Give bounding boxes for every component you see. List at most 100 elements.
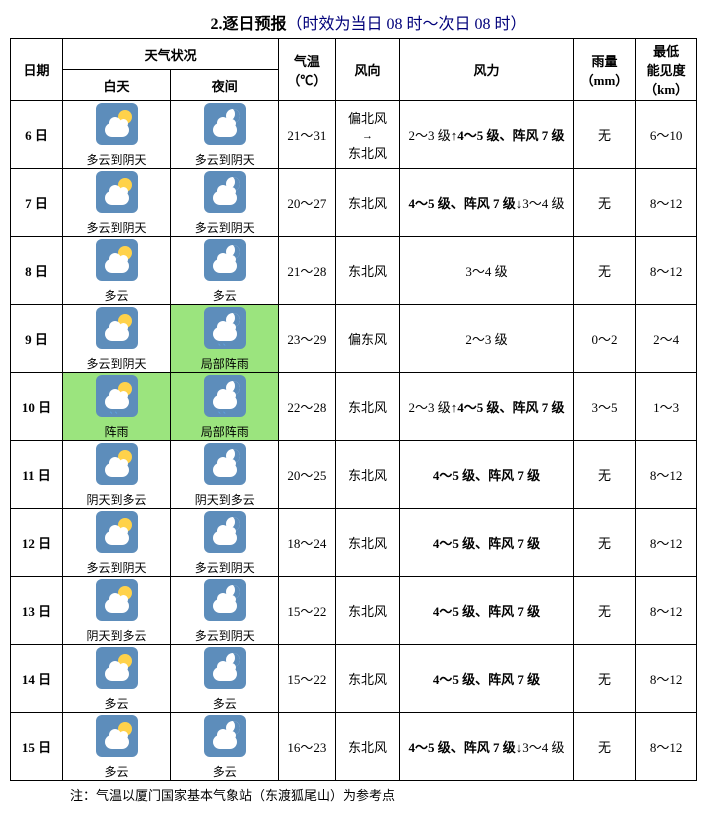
table-row: 12 日多云到阴天多云到阴天18～24东北风4～5 级、阵风 7 级无8～12 bbox=[11, 509, 697, 577]
cell-winddir: 东北风 bbox=[335, 441, 400, 509]
cell-date: 8 日 bbox=[11, 237, 63, 305]
cloud-icon bbox=[105, 123, 129, 137]
cell-winddir: 东北风 bbox=[335, 373, 400, 441]
cell-wind: 4～5 级、阵风 7 级 bbox=[400, 441, 573, 509]
weather-icon bbox=[96, 443, 138, 485]
weather-label: 多云 bbox=[171, 287, 278, 304]
cell-rain: 3～5 bbox=[573, 373, 636, 441]
cell-rain: 无 bbox=[573, 101, 636, 169]
weather-label: 多云 bbox=[171, 763, 278, 780]
weather-label: 多云到阴天 bbox=[63, 151, 170, 168]
cell-date: 13 日 bbox=[11, 577, 63, 645]
weather-label: 局部阵雨 bbox=[171, 423, 278, 440]
cell-wind: 4～5 级、阵风 7 级 bbox=[400, 509, 573, 577]
cell-vis: 8～12 bbox=[636, 441, 697, 509]
th-temp: 气温（℃） bbox=[279, 39, 335, 101]
weather-icon: 、、 bbox=[96, 375, 138, 417]
th-winddir: 风向 bbox=[335, 39, 400, 101]
cell-winddir: 偏北风→东北风 bbox=[335, 101, 400, 169]
cloud-icon bbox=[105, 599, 129, 613]
th-rain-l1: 雨量 bbox=[591, 54, 617, 69]
cell-rain: 无 bbox=[573, 237, 636, 305]
table-row: 15 日多云多云16～23东北风4～5 级、阵风 7 级↓3～4 级无8～12 bbox=[11, 713, 697, 781]
table-row: 7 日多云到阴天多云到阴天20～27东北风4～5 级、阵风 7 级↓3～4 级无… bbox=[11, 169, 697, 237]
cell-wind: 2～3 级↑4～5 级、阵风 7 级 bbox=[400, 101, 573, 169]
table-row: 8 日多云多云21～28东北风3～4 级无8～12 bbox=[11, 237, 697, 305]
th-wind: 风力 bbox=[400, 39, 573, 101]
weather-icon bbox=[96, 171, 138, 213]
cell-winddir: 东北风 bbox=[335, 577, 400, 645]
th-day: 白天 bbox=[62, 70, 170, 101]
cell-vis: 8～12 bbox=[636, 577, 697, 645]
weather-label: 阵雨 bbox=[63, 423, 170, 440]
weather-icon bbox=[96, 511, 138, 553]
cell-wind: 4～5 级、阵风 7 级↓3～4 级 bbox=[400, 169, 573, 237]
cell-rain: 无 bbox=[573, 645, 636, 713]
cell-vis: 1～3 bbox=[636, 373, 697, 441]
weather-icon: 、、 bbox=[204, 307, 246, 349]
weather-cell: 多云 bbox=[171, 713, 279, 781]
weather-cell: 多云 bbox=[62, 237, 170, 305]
cell-date: 6 日 bbox=[11, 101, 63, 169]
table-row: 11 日阴天到多云阴天到多云20～25东北风4～5 级、阵风 7 级无8～12 bbox=[11, 441, 697, 509]
footnote: 注：气温以厦门国家基本气象站（东渡狐尾山）为参考点 bbox=[10, 785, 697, 804]
weather-cell: 阴天到多云 bbox=[62, 441, 170, 509]
th-temp-l2: （℃） bbox=[287, 73, 326, 88]
th-weather: 天气状况 bbox=[62, 39, 278, 70]
cell-wind: 2～3 级↑4～5 级、阵风 7 级 bbox=[400, 373, 573, 441]
table-body: 6 日多云到阴天多云到阴天21～31偏北风→东北风2～3 级↑4～5 级、阵风 … bbox=[11, 101, 697, 781]
table-row: 13 日阴天到多云多云到阴天15～22东北风4～5 级、阵风 7 级无8～12 bbox=[11, 577, 697, 645]
title-note: （时效为当日 08 时～次日 08 时） bbox=[287, 16, 527, 33]
weather-label: 多云到阴天 bbox=[63, 219, 170, 236]
cell-wind: 4～5 级、阵风 7 级 bbox=[400, 645, 573, 713]
weather-icon bbox=[204, 443, 246, 485]
cell-temp: 22～28 bbox=[279, 373, 335, 441]
cell-rain: 0～2 bbox=[573, 305, 636, 373]
title-main: 2.逐日预报 bbox=[210, 16, 286, 33]
cell-vis: 8～12 bbox=[636, 509, 697, 577]
weather-cell: 、、局部阵雨 bbox=[171, 305, 279, 373]
cloud-icon bbox=[105, 191, 129, 205]
th-vis: 最低能见度（km） bbox=[636, 39, 697, 101]
cloud-icon bbox=[105, 667, 129, 681]
weather-icon bbox=[96, 579, 138, 621]
weather-cell: 多云 bbox=[171, 237, 279, 305]
weather-label: 多云到阴天 bbox=[171, 627, 278, 644]
cloud-icon bbox=[213, 531, 237, 545]
cell-temp: 18～24 bbox=[279, 509, 335, 577]
weather-label: 局部阵雨 bbox=[171, 355, 278, 372]
cell-rain: 无 bbox=[573, 441, 636, 509]
table-head: 日期 天气状况 气温（℃） 风向 风力 雨量（mm） 最低能见度（km） 白天 … bbox=[11, 39, 697, 101]
table-row: 14 日多云多云15～22东北风4～5 级、阵风 7 级无8～12 bbox=[11, 645, 697, 713]
cell-date: 12 日 bbox=[11, 509, 63, 577]
weather-icon bbox=[204, 171, 246, 213]
cell-wind: 3～4 级 bbox=[400, 237, 573, 305]
cell-date: 14 日 bbox=[11, 645, 63, 713]
cloud-icon bbox=[213, 599, 237, 613]
forecast-table: 日期 天气状况 气温（℃） 风向 风力 雨量（mm） 最低能见度（km） 白天 … bbox=[10, 38, 697, 781]
th-vis-l1: 最低 bbox=[653, 44, 679, 59]
cloud-icon bbox=[213, 259, 237, 273]
cell-vis: 8～12 bbox=[636, 713, 697, 781]
cell-vis: 6～10 bbox=[636, 101, 697, 169]
cell-rain: 无 bbox=[573, 713, 636, 781]
weather-label: 阴天到多云 bbox=[171, 491, 278, 508]
weather-label: 阴天到多云 bbox=[63, 491, 170, 508]
cell-rain: 无 bbox=[573, 509, 636, 577]
cloud-icon bbox=[105, 259, 129, 273]
table-row: 9 日多云到阴天、、局部阵雨23～29偏东风2～3 级0～22～4 bbox=[11, 305, 697, 373]
rain-icon: 、、 bbox=[218, 405, 232, 416]
cell-date: 7 日 bbox=[11, 169, 63, 237]
rain-icon: 、、 bbox=[218, 337, 232, 348]
cell-vis: 8～12 bbox=[636, 237, 697, 305]
cell-date: 15 日 bbox=[11, 713, 63, 781]
page-title: 2.逐日预报（时效为当日 08 时～次日 08 时） bbox=[10, 10, 697, 34]
cell-winddir: 偏东风 bbox=[335, 305, 400, 373]
weather-label: 多云 bbox=[63, 695, 170, 712]
weather-label: 阴天到多云 bbox=[63, 627, 170, 644]
cell-date: 9 日 bbox=[11, 305, 63, 373]
weather-label: 多云 bbox=[63, 763, 170, 780]
weather-label: 多云到阴天 bbox=[63, 355, 170, 372]
cell-temp: 20～25 bbox=[279, 441, 335, 509]
weather-cell: 多云到阴天 bbox=[62, 509, 170, 577]
